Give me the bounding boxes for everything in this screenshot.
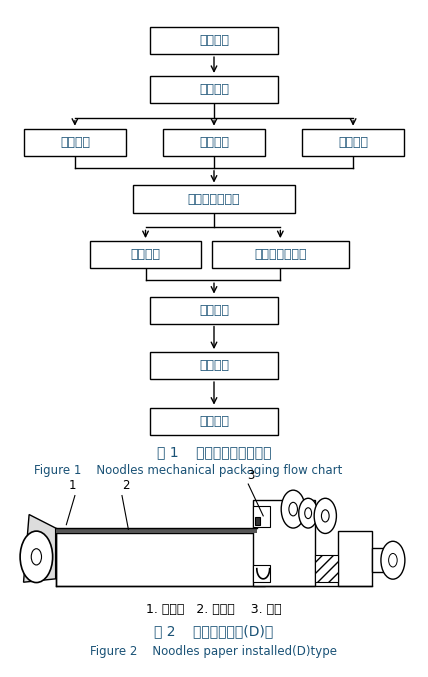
Bar — [150, 297, 278, 324]
Circle shape — [31, 548, 42, 565]
Bar — [163, 129, 265, 156]
Bar — [150, 76, 278, 103]
Bar — [150, 27, 278, 54]
Bar — [372, 548, 392, 572]
Bar — [302, 129, 404, 156]
Circle shape — [381, 542, 405, 580]
Circle shape — [299, 498, 318, 528]
Circle shape — [389, 554, 397, 567]
Bar — [253, 506, 270, 527]
Circle shape — [321, 510, 329, 522]
Circle shape — [281, 490, 305, 528]
Polygon shape — [56, 528, 257, 533]
Bar — [150, 352, 278, 379]
Bar — [338, 531, 372, 586]
Bar — [212, 241, 349, 268]
Text: 插纸动作: 插纸动作 — [338, 135, 368, 149]
Text: 图 1    挂面机械包装流程图: 图 1 挂面机械包装流程图 — [157, 445, 271, 459]
Text: 压纸动作: 压纸动作 — [131, 248, 160, 261]
Bar — [24, 129, 126, 156]
Circle shape — [20, 531, 53, 582]
Text: 烫纸动作: 烫纸动作 — [199, 303, 229, 317]
Bar — [150, 408, 278, 435]
Text: 1. 卷面带   2. 工作台    3. 滑座: 1. 卷面带 2. 工作台 3. 滑座 — [146, 603, 282, 616]
Bar — [255, 517, 260, 525]
Text: 提面动作: 提面动作 — [60, 135, 90, 149]
Text: 1: 1 — [69, 479, 77, 492]
Bar — [133, 185, 295, 213]
Text: 输人动作: 输人动作 — [199, 83, 229, 96]
Polygon shape — [24, 515, 56, 582]
Text: 切纸动作: 切纸动作 — [199, 359, 229, 372]
Circle shape — [289, 502, 297, 516]
Bar — [90, 241, 201, 268]
Text: 图 2    挂面纸包装机(D)型: 图 2 挂面纸包装机(D)型 — [155, 624, 273, 638]
Circle shape — [314, 498, 336, 533]
Text: 2: 2 — [122, 479, 130, 492]
Text: 机械手抓紧动作: 机械手抓紧动作 — [188, 192, 240, 206]
Text: Figure 2    Noodles paper installed(D)type: Figure 2 Noodles paper installed(D)type — [90, 645, 338, 658]
Text: 机械手绕纸动作: 机械手绕纸动作 — [254, 248, 306, 261]
Text: Figure 1    Noodles mechanical packaging flow chart: Figure 1 Noodles mechanical packaging fl… — [34, 464, 343, 477]
Bar — [56, 533, 265, 586]
Bar — [315, 555, 338, 582]
Text: 送纸动作: 送纸动作 — [199, 135, 229, 149]
Circle shape — [305, 508, 312, 519]
Text: 挂面整理: 挂面整理 — [199, 34, 229, 47]
Text: 输出动作: 输出动作 — [199, 414, 229, 428]
Bar — [253, 500, 315, 586]
Text: 3: 3 — [247, 469, 254, 482]
Bar — [253, 565, 270, 582]
